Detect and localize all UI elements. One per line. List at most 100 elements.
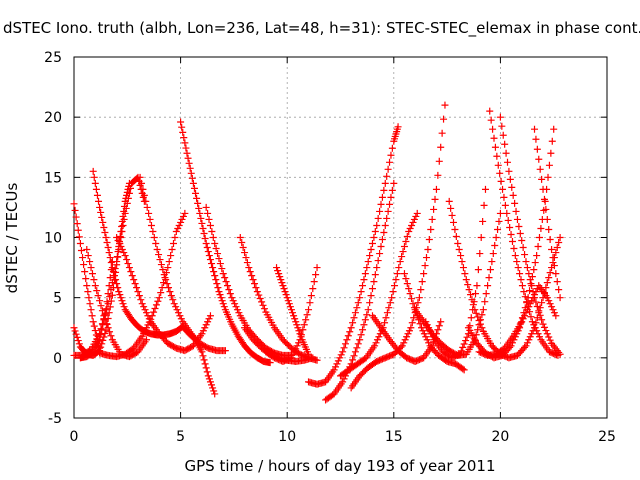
data-point <box>176 312 184 320</box>
data-point <box>258 298 266 306</box>
data-point <box>81 268 89 276</box>
data-point <box>177 118 185 126</box>
data-point <box>169 296 177 304</box>
data-point <box>552 249 560 257</box>
data-point <box>533 145 541 153</box>
data-point <box>238 239 246 247</box>
data-point <box>284 297 292 305</box>
data-point <box>448 211 456 219</box>
data-point <box>408 319 416 327</box>
data-point <box>360 321 368 329</box>
data-point <box>225 286 233 294</box>
data-point <box>133 284 141 292</box>
data-point <box>522 309 530 317</box>
data-point <box>538 175 546 183</box>
data-point <box>452 232 460 240</box>
data-point <box>354 340 362 348</box>
data-point <box>91 327 99 335</box>
data-point <box>169 240 177 248</box>
data-point <box>499 185 507 193</box>
data-series <box>236 234 321 364</box>
data-point <box>106 274 114 282</box>
data-point <box>204 372 212 380</box>
data-point <box>460 340 468 348</box>
data-point <box>437 318 445 326</box>
data-point <box>537 224 545 232</box>
data-point <box>425 236 433 244</box>
data-point <box>381 179 389 187</box>
data-point <box>546 236 554 244</box>
data-point <box>396 258 404 266</box>
data-point <box>516 229 524 237</box>
data-point <box>205 375 213 383</box>
data-point <box>137 296 145 304</box>
data-point <box>423 321 431 329</box>
data-point <box>405 227 413 235</box>
data-point <box>545 161 553 169</box>
data-series <box>273 264 313 358</box>
data-point <box>427 330 435 338</box>
data-point <box>251 280 259 288</box>
data-point <box>513 258 521 266</box>
data-point <box>488 258 496 266</box>
data-point <box>356 336 364 344</box>
data-point <box>540 323 548 331</box>
data-point <box>462 276 470 284</box>
data-point <box>233 306 241 314</box>
data-point <box>90 173 98 181</box>
data-point <box>472 290 480 298</box>
y-tick-label: 20 <box>44 110 62 126</box>
data-point <box>200 229 208 237</box>
data-point <box>194 199 202 207</box>
data-point <box>281 288 289 296</box>
data-point <box>357 331 365 339</box>
data-point <box>517 276 525 284</box>
data-point <box>556 234 564 241</box>
data-point <box>545 274 553 282</box>
data-point <box>177 218 185 226</box>
data-point <box>539 320 547 328</box>
data-point <box>170 300 178 308</box>
data-point <box>512 207 520 215</box>
data-point <box>553 244 561 252</box>
data-point <box>370 278 378 286</box>
data-point <box>162 276 170 284</box>
data-point <box>229 297 237 305</box>
data-point <box>72 330 80 338</box>
data-point <box>385 304 393 312</box>
data-point <box>306 299 314 307</box>
data-point <box>105 249 113 257</box>
data-series <box>475 282 560 359</box>
data-point <box>123 191 131 199</box>
data-point <box>371 271 379 279</box>
data-point <box>545 333 553 341</box>
data-point <box>505 167 513 175</box>
data-point <box>178 215 186 223</box>
data-point <box>387 151 395 159</box>
data-point <box>454 240 462 248</box>
data-point <box>506 223 514 231</box>
data-point <box>543 215 551 223</box>
data-point <box>153 246 161 254</box>
data-point <box>490 134 498 142</box>
data-point <box>479 306 487 314</box>
data-point <box>292 345 300 353</box>
data-point <box>90 276 98 284</box>
data-point <box>309 354 317 362</box>
data-point <box>497 177 505 185</box>
data-point <box>545 297 553 305</box>
data-point <box>424 246 432 254</box>
data-point <box>530 266 538 274</box>
data-point <box>75 340 83 348</box>
data-point <box>86 258 94 266</box>
data-point <box>504 216 512 224</box>
data-point <box>93 287 101 295</box>
data-point <box>420 330 428 338</box>
data-point <box>533 252 541 260</box>
data-series <box>177 118 274 367</box>
data-point <box>201 360 209 368</box>
data-point <box>356 294 364 302</box>
data-point <box>485 274 493 282</box>
data-point <box>543 279 551 287</box>
data-point <box>218 265 226 273</box>
